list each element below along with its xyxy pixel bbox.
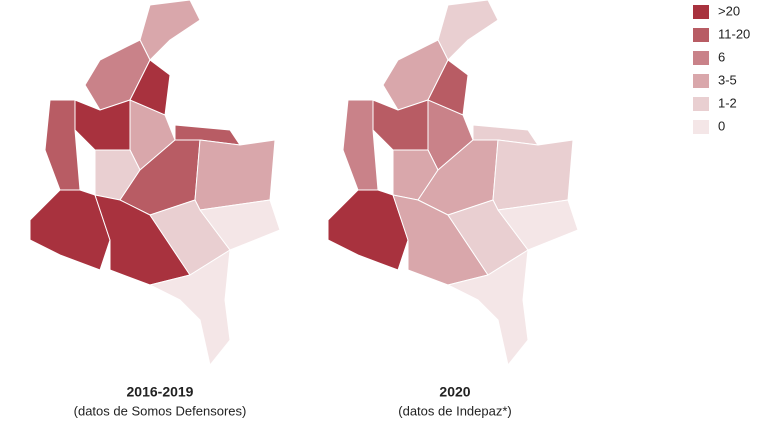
region <box>139 0 201 61</box>
region <box>199 199 281 251</box>
region <box>437 0 499 61</box>
legend-swatch <box>693 120 709 134</box>
legend-label: 1-2 <box>718 95 737 110</box>
legend-swatch <box>693 28 709 42</box>
legend: >20 11-20 6 3-5 1-2 0 <box>693 3 750 134</box>
legend-label: 3-5 <box>718 72 737 87</box>
map <box>327 0 579 366</box>
region <box>447 249 529 366</box>
legend-label: 6 <box>718 49 725 64</box>
region <box>149 249 231 366</box>
legend-label: 11-20 <box>718 26 750 41</box>
region <box>497 199 579 251</box>
legend-swatch <box>693 5 709 19</box>
map <box>29 0 281 366</box>
region <box>342 99 379 191</box>
legend-swatch <box>693 74 709 88</box>
legend-label: 0 <box>718 118 725 133</box>
map-subtitle: (datos de Indepaz*) <box>398 403 511 418</box>
map-title: 2016-2019 <box>127 384 194 400</box>
map-title: 2020 <box>439 384 470 400</box>
region <box>194 139 276 211</box>
region <box>492 139 574 211</box>
map-subtitle: (datos de Somos Defensores) <box>74 403 247 418</box>
region <box>44 99 81 191</box>
legend-swatch <box>693 97 709 111</box>
legend-swatch <box>693 51 709 65</box>
legend-label: >20 <box>718 3 740 18</box>
